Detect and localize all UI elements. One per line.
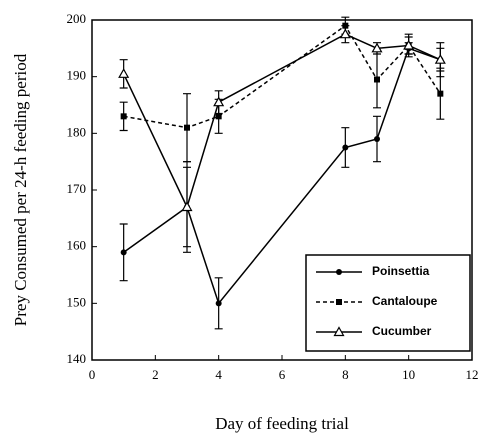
- data-point: [339, 28, 351, 39]
- legend-marker: [333, 326, 345, 337]
- legend-marker: [336, 269, 342, 275]
- x-axis-label: Day of feeding trial: [215, 414, 349, 433]
- y-tick-label: 140: [67, 351, 87, 366]
- data-point: [181, 201, 193, 212]
- legend-label: Cantaloupe: [372, 294, 438, 308]
- legend-label: Poinsettia: [372, 264, 430, 278]
- series-line: [123, 24, 441, 129]
- data-point: [342, 144, 349, 151]
- y-tick-label: 200: [67, 11, 87, 26]
- x-tick-label: 6: [279, 367, 286, 382]
- y-tick-label: 180: [67, 124, 87, 139]
- legend-marker: [336, 299, 342, 305]
- data-point: [371, 42, 383, 53]
- x-tick-label: 12: [466, 367, 479, 382]
- data-point: [403, 39, 415, 50]
- data-point: [120, 113, 127, 120]
- x-tick-label: 2: [152, 367, 159, 382]
- data-point: [215, 300, 222, 307]
- data-point: [120, 249, 127, 256]
- series-line: [122, 33, 441, 210]
- data-point: [374, 76, 380, 83]
- data-point: [437, 90, 444, 97]
- data-point: [215, 113, 222, 120]
- x-tick-label: 8: [342, 367, 349, 382]
- x-tick-label: 4: [215, 367, 222, 382]
- data-point: [434, 53, 446, 64]
- legend-label: Cucumber: [372, 324, 432, 338]
- data-point: [184, 124, 190, 131]
- data-point: [118, 68, 130, 78]
- y-tick-label: 160: [67, 238, 87, 253]
- y-tick-label: 150: [67, 294, 87, 309]
- x-tick-label: 0: [89, 367, 96, 382]
- y-tick-label: 190: [67, 68, 87, 83]
- y-tick-label: 170: [67, 181, 87, 196]
- y-axis-label: Prey Consumed per 24-h feeding period: [11, 53, 30, 326]
- data-point: [374, 136, 380, 142]
- x-tick-label: 10: [402, 367, 415, 382]
- data-point: [213, 96, 225, 107]
- legend-box: [305, 254, 471, 352]
